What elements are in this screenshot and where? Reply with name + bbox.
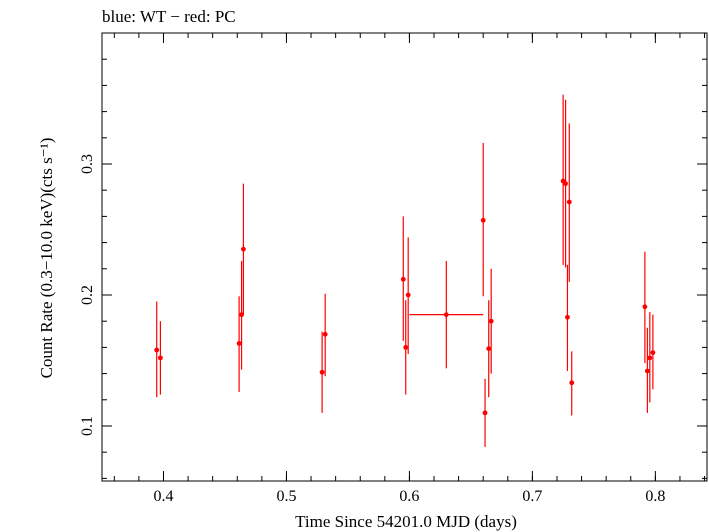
data-point [400, 216, 406, 341]
data-point [647, 312, 653, 403]
point-marker [154, 347, 160, 353]
y-tick-label: 0.1 [79, 416, 96, 436]
data-point [409, 260, 484, 369]
point-marker [647, 355, 653, 361]
chart-title: blue: WT − red: PC [102, 7, 236, 26]
data-point [480, 143, 486, 297]
point-marker [322, 331, 328, 337]
point-marker [400, 276, 406, 282]
y-tick-label: 0.2 [79, 285, 96, 305]
data-point [642, 251, 648, 364]
data-point [236, 296, 242, 392]
point-marker [563, 181, 568, 187]
point-marker [566, 199, 572, 205]
data-point [565, 264, 570, 371]
point-marker [405, 292, 411, 298]
point-marker [644, 368, 650, 374]
point-marker [569, 380, 575, 386]
point-marker [486, 346, 492, 352]
data-points [154, 94, 656, 447]
data-point [154, 301, 160, 398]
x-tick-label: 0.6 [399, 488, 419, 505]
data-point [482, 378, 488, 447]
point-marker [480, 217, 486, 223]
x-tick-label: 0.8 [645, 488, 665, 505]
data-point [403, 300, 409, 395]
data-point [569, 351, 575, 416]
data-point [241, 183, 246, 315]
data-point [486, 300, 492, 398]
point-marker [443, 312, 449, 318]
point-marker [650, 350, 656, 356]
x-tick-label: 0.5 [276, 488, 296, 505]
point-marker [488, 318, 494, 324]
point-marker [565, 314, 570, 320]
data-point [488, 268, 494, 374]
data-point [560, 94, 566, 265]
point-marker [642, 304, 648, 310]
point-marker [482, 410, 488, 416]
data-point [322, 293, 328, 377]
y-axis-label: Count Rate (0.3−10.0 keV)(cts s⁻¹) [37, 138, 56, 379]
plot-axes: 0.4 0.5 0.6 0.7 0.8 0.1 0.2 0.3 [79, 32, 708, 505]
point-marker [403, 344, 409, 350]
data-point [319, 331, 325, 413]
plot-frame [101, 32, 708, 482]
y-tick-label: 0.3 [79, 154, 96, 174]
point-marker [236, 341, 242, 346]
data-point [239, 260, 244, 370]
data-point [566, 123, 572, 282]
data-point [405, 237, 411, 354]
x-axis-label: Time Since 54201.0 MJD (days) [295, 512, 517, 531]
x-tick-label: 0.4 [153, 488, 173, 505]
data-point [563, 99, 568, 268]
point-marker [158, 355, 163, 361]
x-tick-label: 0.7 [522, 488, 542, 505]
data-point [644, 327, 650, 413]
data-point [650, 314, 656, 390]
point-marker [241, 246, 246, 252]
data-point [158, 321, 163, 395]
point-marker [239, 312, 244, 318]
point-marker [319, 369, 325, 375]
